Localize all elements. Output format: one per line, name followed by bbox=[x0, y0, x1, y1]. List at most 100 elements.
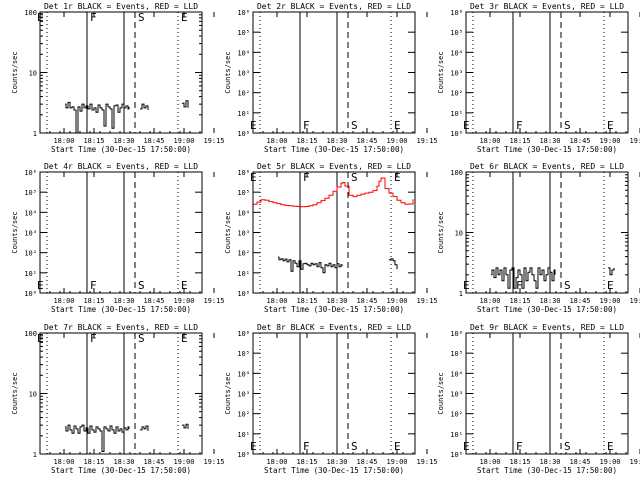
x-tick-label: 18:30 bbox=[113, 297, 134, 305]
y-tick-label: 10¹ bbox=[24, 270, 37, 278]
y-tick-label: 10⁵ bbox=[24, 189, 37, 197]
series-line-events bbox=[140, 425, 149, 431]
x-tick-label: 18:00 bbox=[479, 297, 500, 305]
x-axis-label: Start Time (30-Dec-15 17:50:00) bbox=[477, 466, 617, 475]
y-tick-label: 100 bbox=[24, 9, 37, 17]
series-line-events bbox=[65, 101, 130, 134]
y-tick-label: 10⁵ bbox=[237, 29, 250, 37]
x-tick-label: 19:00 bbox=[173, 458, 194, 466]
chart-title: Det 7r BLACK = Events, RED = LLD bbox=[44, 323, 198, 332]
x-tick-label: 18:30 bbox=[539, 458, 560, 466]
y-tick-label: 10⁵ bbox=[237, 189, 250, 197]
y-tick-label: 10⁶ bbox=[237, 169, 250, 177]
y-axis-label: Counts/sec bbox=[11, 372, 19, 414]
plot-frame bbox=[252, 11, 416, 134]
event-marker-label: S bbox=[138, 279, 145, 292]
x-tick-label: 19:15 bbox=[416, 458, 437, 466]
chart-panel-8: Det 8r BLACK = Events, RED = LLD Counts/s… bbox=[224, 323, 438, 475]
y-axis-label: Counts/sec bbox=[437, 51, 445, 93]
event-marker-label: S bbox=[564, 279, 571, 292]
y-tick-label: 10³ bbox=[237, 230, 250, 238]
x-tick-label: 19:15 bbox=[629, 137, 640, 145]
event-marker-label: E bbox=[181, 279, 188, 292]
series-line-events bbox=[608, 267, 615, 276]
x-tick-label: 19:00 bbox=[386, 458, 407, 466]
y-axis-label: Counts/sec bbox=[437, 211, 445, 253]
x-tick-label: 18:45 bbox=[356, 458, 377, 466]
x-axis-label: Start Time (30-Dec-15 17:50:00) bbox=[477, 305, 617, 314]
event-marker-label: F bbox=[90, 332, 97, 345]
event-marker-label: E bbox=[607, 279, 614, 292]
chart-title: Det 2r BLACK = Events, RED = LLD bbox=[257, 2, 411, 11]
event-marker-label: F bbox=[516, 440, 523, 453]
y-tick-label: 10 bbox=[29, 391, 37, 399]
chart-panel-7: Det 7r BLACK = Events, RED = LLD Counts/s… bbox=[11, 323, 225, 475]
x-tick-label: 18:15 bbox=[296, 297, 317, 305]
y-tick-label: 10² bbox=[237, 411, 250, 419]
x-axis-label: Start Time (30-Dec-15 17:50:00) bbox=[264, 305, 404, 314]
x-tick-label: 19:00 bbox=[599, 137, 620, 145]
plot-frame bbox=[252, 332, 416, 455]
y-tick-label: 10³ bbox=[450, 391, 463, 399]
chart-panel-9: Det 9r BLACK = Events, RED = LLD Counts/s… bbox=[437, 323, 640, 475]
chart-title: Det 1r BLACK = Events, RED = LLD bbox=[44, 2, 198, 11]
event-marker-label: S bbox=[564, 440, 571, 453]
y-tick-label: 10² bbox=[450, 411, 463, 419]
event-marker-label: E bbox=[181, 11, 188, 24]
x-tick-label: 18:15 bbox=[83, 297, 104, 305]
y-tick-label: 10¹ bbox=[237, 270, 250, 278]
x-tick-label: 19:00 bbox=[173, 297, 194, 305]
x-tick-label: 19:15 bbox=[203, 137, 224, 145]
x-tick-label: 18:15 bbox=[296, 458, 317, 466]
plot-frame bbox=[465, 332, 629, 455]
x-tick-label: 18:00 bbox=[53, 137, 74, 145]
x-tick-label: 18:45 bbox=[143, 137, 164, 145]
event-marker-label: F bbox=[303, 119, 310, 132]
x-tick-label: 18:00 bbox=[266, 458, 287, 466]
x-tick-label: 18:15 bbox=[509, 297, 530, 305]
x-tick-label: 19:15 bbox=[203, 297, 224, 305]
event-marker-label: S bbox=[351, 440, 358, 453]
x-tick-label: 18:15 bbox=[509, 458, 530, 466]
y-tick-label: 10⁶ bbox=[450, 9, 463, 17]
plot-frame bbox=[39, 11, 203, 134]
x-tick-label: 18:00 bbox=[53, 458, 74, 466]
x-tick-label: 18:00 bbox=[266, 297, 287, 305]
x-axis-label: Start Time (30-Dec-15 17:50:00) bbox=[264, 145, 404, 154]
y-tick-label: 10⁶ bbox=[237, 9, 250, 17]
y-tick-label: 10⁴ bbox=[237, 370, 250, 378]
chart-panel-5: Det 5r BLACK = Events, RED = LLD Counts/s… bbox=[224, 162, 438, 314]
event-marker-label: F bbox=[516, 279, 523, 292]
plot-frame bbox=[39, 332, 203, 455]
chart-title: Det 8r BLACK = Events, RED = LLD bbox=[257, 323, 411, 332]
series-line-events bbox=[278, 256, 343, 274]
chart-title: Det 6r BLACK = Events, RED = LLD bbox=[470, 162, 624, 171]
x-tick-label: 18:45 bbox=[569, 137, 590, 145]
chart-title: Det 9r BLACK = Events, RED = LLD bbox=[470, 323, 624, 332]
x-tick-label: 18:30 bbox=[113, 458, 134, 466]
y-tick-label: 10¹ bbox=[450, 110, 463, 118]
x-tick-label: 18:45 bbox=[569, 297, 590, 305]
chart-title: Det 3r BLACK = Events, RED = LLD bbox=[470, 2, 624, 11]
event-marker-label: F bbox=[90, 11, 97, 24]
chart-panel-1: Det 1r BLACK = Events, RED = LLD Counts/s… bbox=[11, 2, 225, 154]
x-tick-label: 18:45 bbox=[356, 297, 377, 305]
x-axis-label: Start Time (30-Dec-15 17:50:00) bbox=[51, 145, 191, 154]
event-marker-label: F bbox=[303, 440, 310, 453]
x-tick-label: 19:15 bbox=[416, 137, 437, 145]
event-marker-label: S bbox=[351, 119, 358, 132]
y-axis-label: Counts/sec bbox=[224, 51, 232, 93]
y-axis-label: Counts/sec bbox=[11, 211, 19, 253]
event-marker-label: S bbox=[138, 332, 145, 345]
event-marker-label: F bbox=[516, 119, 523, 132]
y-tick-label: 10⁰ bbox=[450, 451, 463, 459]
y-tick-label: 10¹ bbox=[237, 431, 250, 439]
y-tick-label: 10⁴ bbox=[24, 209, 37, 217]
y-axis-label: Counts/sec bbox=[437, 372, 445, 414]
y-axis-label: Counts/sec bbox=[224, 372, 232, 414]
y-tick-label: 10⁴ bbox=[237, 49, 250, 57]
x-tick-label: 19:00 bbox=[386, 297, 407, 305]
x-tick-label: 19:15 bbox=[629, 458, 640, 466]
chart-panel-4: Det 4r BLACK = Events, RED = LLD Counts/s… bbox=[11, 162, 225, 314]
x-tick-label: 18:15 bbox=[83, 137, 104, 145]
